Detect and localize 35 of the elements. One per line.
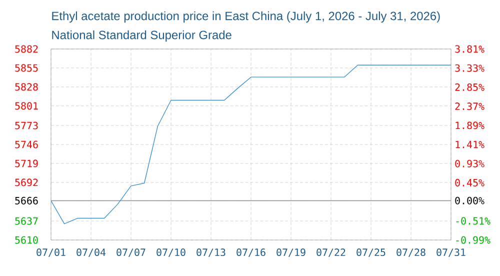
- y-tick-label: 5692: [15, 178, 38, 186]
- y2-tick-label: 1.41%: [456, 140, 484, 148]
- chart-title: Ethyl acetate production price in East China (July 1, 2026 - July 31, 2026): [52, 11, 440, 23]
- x-tick-label: 07/07: [116, 248, 146, 257]
- y-tick-label: 5882: [15, 45, 38, 53]
- x-tick-label: 07/19: [276, 248, 306, 257]
- y2-tick-label: -0.99%: [456, 236, 490, 244]
- y2-tick-label: 1.89%: [456, 122, 484, 130]
- y2-tick-label: -0.51%: [456, 217, 490, 225]
- y-tick-label: 5666: [15, 196, 38, 204]
- y-tick-label: 5637: [15, 217, 38, 225]
- y2-tick-label: 3.33%: [455, 64, 484, 72]
- chart-subtitle: National Standard Superior Grade: [52, 30, 232, 42]
- y-tick-label: 5855: [15, 64, 38, 72]
- x-tick-label: 07/28: [396, 248, 426, 257]
- y2-tick-label: 2.85%: [455, 83, 484, 91]
- y2-tick-label: 0.93%: [455, 160, 484, 168]
- y2-tick-label: 0.00%: [455, 196, 484, 204]
- y-tick-label: 5610: [15, 236, 38, 244]
- x-tick-label: 07/01: [36, 248, 66, 257]
- y-tick-label: 5801: [15, 102, 38, 110]
- x-tick-label: 07/22: [316, 248, 346, 257]
- x-tick-label: 07/25: [356, 248, 386, 257]
- y-tick-label: 5828: [15, 83, 38, 91]
- y-tick-label: 5719: [15, 160, 38, 168]
- y2-tick-label: 2.37%: [455, 102, 484, 110]
- x-tick-label: 07/10: [156, 248, 186, 257]
- y2-tick-label: 0.45%: [455, 178, 484, 186]
- x-tick-label: 07/13: [196, 248, 226, 257]
- y-tick-label: 5746: [15, 140, 38, 148]
- y2-tick-label: 3.81%: [455, 45, 484, 53]
- y-tick-label: 5773: [15, 122, 38, 130]
- x-tick-label: 07/04: [76, 248, 106, 257]
- x-tick-label: 07/16: [236, 248, 266, 257]
- x-tick-label: 07/31: [436, 248, 466, 257]
